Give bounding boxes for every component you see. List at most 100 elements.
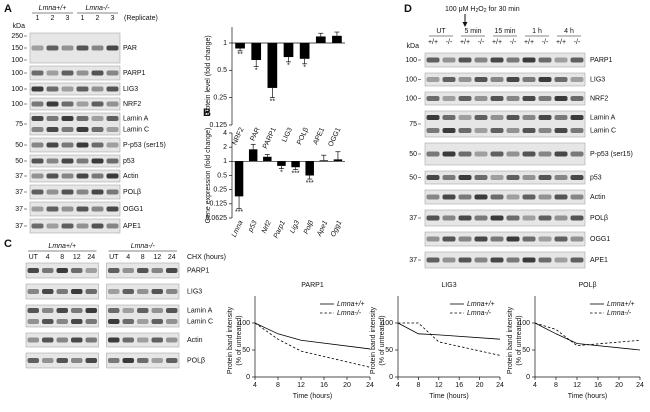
- blot-band: [554, 115, 568, 120]
- bar: [234, 161, 244, 197]
- blot-band: [61, 86, 74, 92]
- x-tick-label: Ape1: [316, 220, 330, 239]
- x-tick-label: 16: [320, 382, 328, 389]
- blot-band: [61, 223, 74, 229]
- blot-band: [458, 175, 472, 180]
- blot-band: [42, 319, 54, 324]
- blot-band: [27, 289, 39, 294]
- blot-band: [506, 128, 520, 133]
- lane-label: 3: [66, 15, 70, 22]
- x-tick-label: Ogg1: [330, 220, 344, 239]
- band-label: OGG1: [123, 206, 143, 213]
- blot-band: [71, 319, 83, 324]
- blot-band: [506, 77, 520, 82]
- y-tick-label: 1: [223, 158, 227, 165]
- blot-band: [27, 319, 39, 324]
- blot-band: [56, 319, 68, 324]
- blot-band: [506, 215, 520, 221]
- x-axis-label: Time (hours): [568, 393, 607, 400]
- blot-band: [27, 358, 39, 363]
- blot-band: [108, 319, 120, 324]
- blot-band: [46, 206, 59, 212]
- kda-label: kDa: [407, 43, 420, 50]
- y-axis-label: (% of untreated): [379, 315, 386, 365]
- blot-band: [474, 96, 488, 101]
- blot-band: [106, 45, 119, 51]
- kda-marker: 50: [15, 158, 23, 165]
- arrow-head: [462, 22, 468, 27]
- band-label: PARP1: [590, 57, 613, 64]
- band-label: LIG3: [590, 76, 605, 83]
- blot-band: [122, 308, 134, 313]
- y-axis-label: Protein band intensity: [370, 306, 377, 374]
- blot-band: [522, 236, 536, 242]
- blot-band: [106, 116, 119, 121]
- significance-label: ***: [306, 180, 314, 187]
- blot-band: [106, 206, 119, 212]
- blot-band: [61, 70, 74, 76]
- blot-band: [46, 116, 59, 121]
- blot-band: [137, 337, 149, 343]
- blot-band: [538, 128, 552, 133]
- significance-label: ***: [235, 209, 243, 216]
- blot-band: [554, 175, 568, 180]
- blot-band: [490, 236, 504, 242]
- y-tick-label: 100: [518, 320, 530, 327]
- chart-title: POLβ: [578, 282, 596, 289]
- x-tick-label: Parp1: [273, 220, 287, 240]
- kda-marker: 37: [409, 257, 417, 264]
- y-axis-label: (% of untreated): [516, 315, 523, 365]
- legend-label: Lmna+/+: [467, 301, 495, 308]
- blot-band: [31, 189, 44, 195]
- series-line: [534, 322, 641, 347]
- blot-band: [27, 337, 39, 343]
- lane-label: -/-: [510, 39, 517, 46]
- blot-band: [42, 337, 54, 343]
- blot-band: [31, 158, 44, 164]
- blot-band: [458, 115, 472, 120]
- y-tick-label: 0.125: [209, 122, 227, 129]
- blot-band: [506, 236, 520, 242]
- blot-band: [46, 70, 59, 76]
- blot-strip: [424, 189, 586, 205]
- blot-band: [61, 116, 74, 121]
- blot-band: [554, 57, 568, 63]
- kda-marker: 50: [409, 151, 417, 158]
- y-axis-label: Protein band intensity: [507, 306, 514, 374]
- band-label: p53: [123, 158, 135, 165]
- blot-band: [46, 189, 59, 195]
- blot-band: [108, 337, 120, 343]
- blot-band: [474, 175, 488, 180]
- lane-note: CHX (hours): [187, 254, 226, 261]
- bar: [291, 161, 300, 168]
- blot-band: [71, 358, 83, 363]
- x-tick-label: 20: [343, 382, 351, 389]
- timepoint-label: 1 h: [532, 28, 542, 35]
- blot-band: [31, 45, 44, 51]
- kda-marker: 100: [11, 70, 23, 77]
- significance-label: *: [280, 169, 283, 176]
- lane-label: +/+: [492, 39, 502, 46]
- blot-band: [474, 215, 488, 221]
- x-tick-label: LIG3: [281, 127, 294, 144]
- blot-band: [522, 215, 536, 221]
- bar: [267, 42, 278, 88]
- series-line: [534, 322, 641, 351]
- blot-band: [474, 151, 488, 157]
- blot-strip: [424, 231, 586, 247]
- band-label: NRF2: [590, 95, 608, 102]
- blot-band: [426, 115, 440, 120]
- blot-band: [506, 115, 520, 120]
- treatment-part: 2: [484, 8, 487, 14]
- blot-band: [522, 57, 536, 63]
- blot-band: [85, 358, 97, 363]
- lane-label: 4: [126, 254, 130, 261]
- bar: [248, 149, 258, 162]
- blot-strip: [424, 72, 586, 87]
- blot-band: [71, 289, 83, 294]
- x-tick-label: 8: [276, 382, 280, 389]
- y-tick-label: 50: [522, 347, 530, 354]
- band-label: PARP1: [187, 267, 210, 274]
- y-tick-label: 0: [526, 374, 530, 381]
